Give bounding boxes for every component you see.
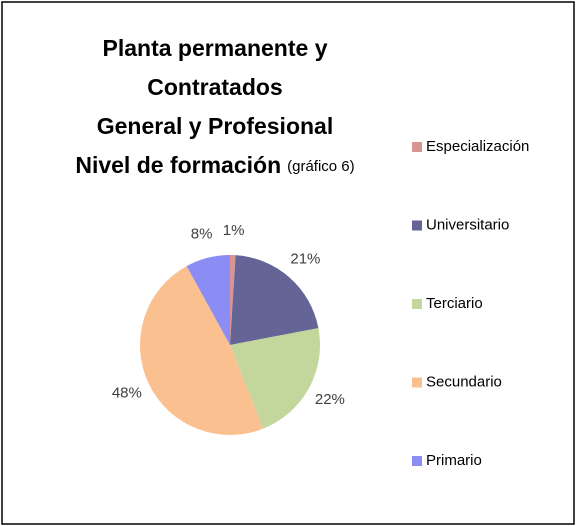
chart-title: Nivel de formación [75, 152, 281, 178]
pie-slice [186, 255, 230, 345]
legend-swatch [412, 220, 422, 231]
legend-swatch [412, 142, 422, 152]
data-label: 21% [290, 250, 320, 267]
data-label: 22% [315, 391, 345, 408]
legend-swatch [412, 377, 422, 388]
legend-swatch [412, 299, 422, 309]
chart-title: Contratados [147, 74, 282, 100]
pie-slice [230, 328, 320, 429]
legend-label: Universitario [426, 216, 509, 233]
pie-slice [140, 266, 264, 435]
legend-label: Primario [426, 452, 482, 469]
legend-label: Secundario [426, 373, 502, 390]
legend-swatch [412, 456, 422, 466]
pie-slice [230, 255, 236, 345]
data-label: 1% [223, 222, 245, 239]
legend-label: Especialización [426, 138, 529, 155]
data-label: 8% [191, 226, 213, 243]
pie-slice [230, 255, 319, 345]
chart-title: Planta permanente y [103, 35, 328, 61]
legend-label: Terciario [426, 295, 483, 312]
chart-title: General y Profesional [97, 113, 333, 139]
chart-title-line: Nivel de formación (gráfico 6) [75, 152, 354, 178]
data-label: 48% [112, 385, 142, 402]
chart-subtitle: (gráfico 6) [287, 158, 355, 175]
